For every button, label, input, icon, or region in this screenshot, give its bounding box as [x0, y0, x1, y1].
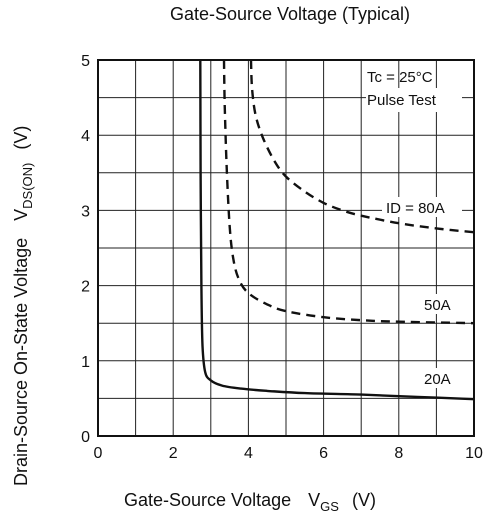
condition-temperature: Tc = 25°C: [367, 69, 433, 86]
y-axis-label: Drain-Source On-State Voltage VDS(ON) (V…: [11, 126, 36, 486]
y-tick-label: 0: [81, 429, 90, 446]
plot-frame: [97, 59, 475, 437]
series-line-2: [199, 59, 475, 401]
x-axis-label: Gate-Source Voltage VGS (V): [124, 490, 376, 515]
x-axis-unit: (V): [352, 490, 376, 510]
x-tick-label: 4: [244, 445, 253, 462]
series-label-50a: 50A: [424, 297, 451, 314]
series-label-80a: ID = 80A: [386, 200, 445, 217]
series-label-20a: 20A: [424, 371, 451, 388]
x-axis-subscript: GS: [320, 499, 339, 514]
x-axis-label-text: Gate-Source Voltage: [124, 490, 291, 510]
curves: [199, 59, 475, 401]
y-tick-label: 5: [81, 53, 90, 70]
x-tick-labels: 0 2 4 6 8 10: [94, 445, 483, 462]
y-tick-label: 3: [81, 203, 90, 220]
x-axis-symbol: V: [308, 490, 320, 510]
x-tick-label: 0: [94, 445, 103, 462]
y-axis-symbol: V: [11, 209, 31, 221]
y-axis-label-text: Drain-Source On-State Voltage: [11, 238, 31, 486]
y-tick-label: 4: [81, 128, 90, 145]
y-tick-label: 2: [81, 279, 90, 296]
x-tick-label: 8: [394, 445, 403, 462]
chart-title: Gate-Source Voltage (Typical): [170, 4, 410, 24]
grid: [98, 60, 474, 436]
conditions-box: Tc = 25°C Pulse Test: [366, 69, 462, 112]
series-line-1: [222, 59, 475, 325]
x-tick-label: 10: [465, 445, 483, 462]
y-axis-unit: (V): [11, 126, 31, 150]
x-tick-label: 2: [169, 445, 178, 462]
condition-pulse: Pulse Test: [367, 92, 437, 109]
y-tick-label: 1: [81, 354, 90, 371]
y-tick-labels: 0 1 2 3 4 5: [81, 53, 90, 446]
y-axis-subscript: DS(ON): [20, 163, 35, 209]
series-line-0: [249, 59, 475, 234]
x-tick-label: 6: [319, 445, 328, 462]
